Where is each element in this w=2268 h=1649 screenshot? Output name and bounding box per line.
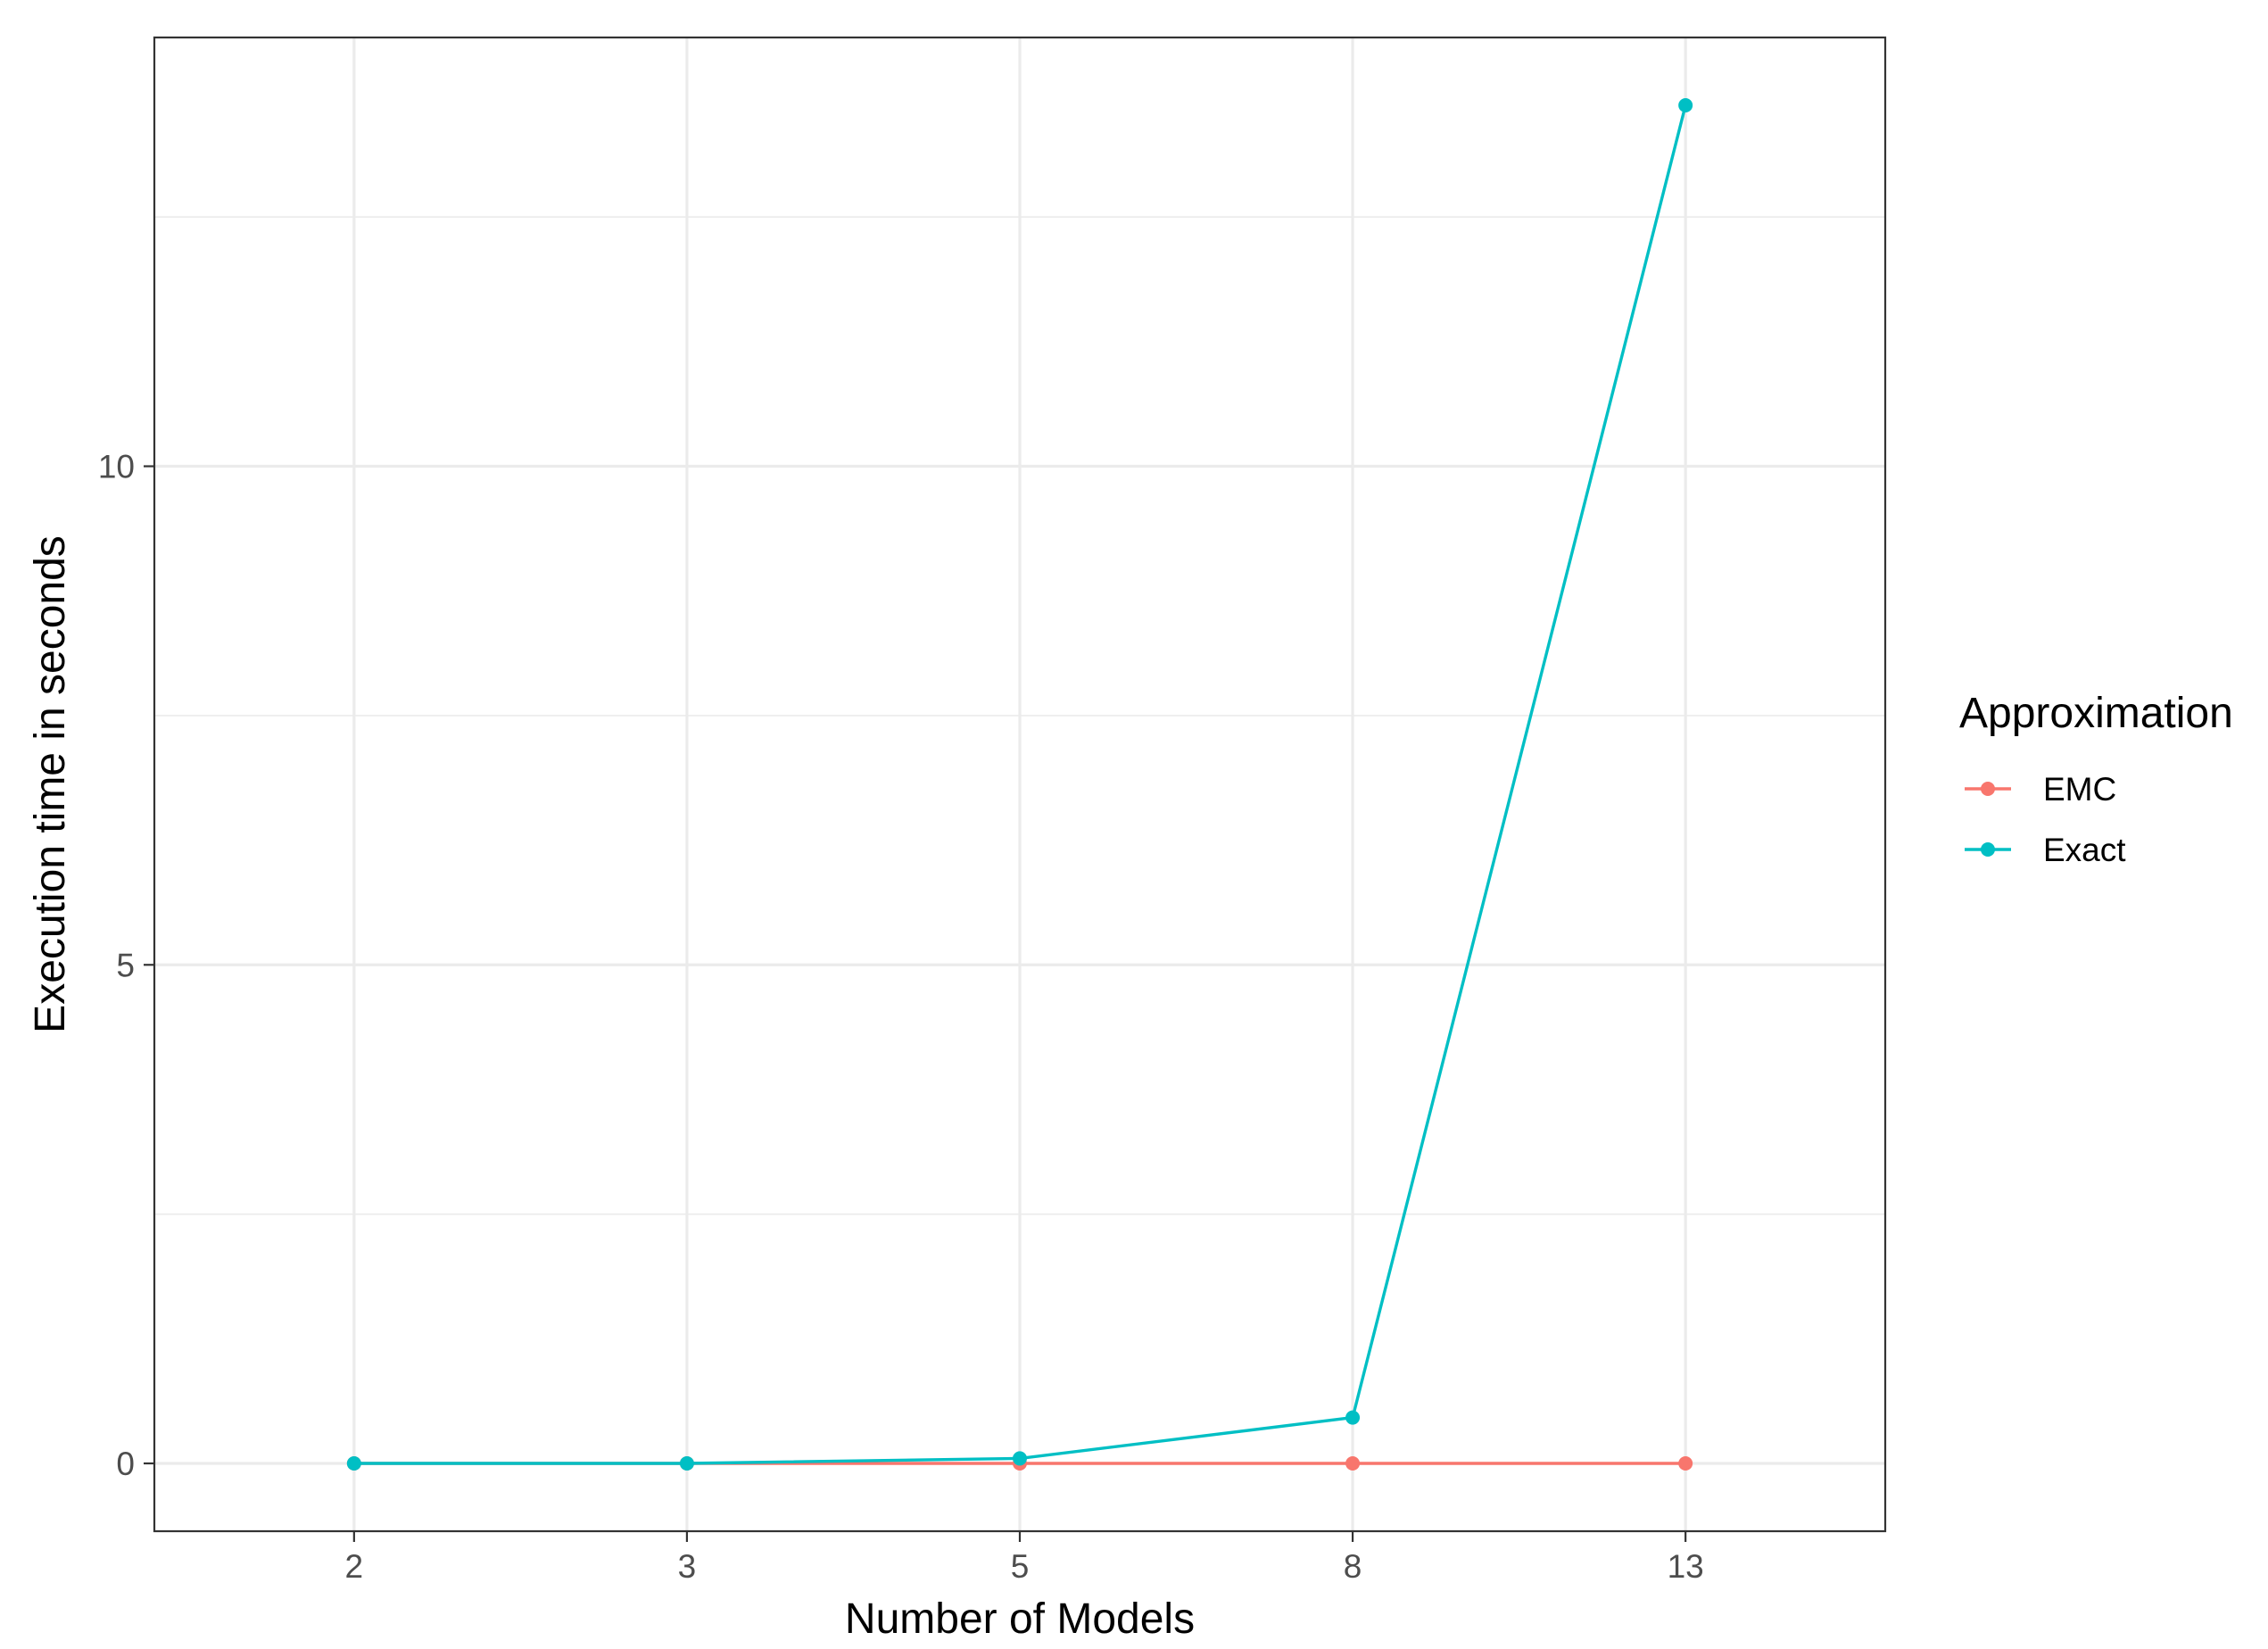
data-point-exact	[346, 1456, 361, 1471]
series-layer	[346, 97, 1693, 1471]
data-point-exact	[1345, 1410, 1361, 1425]
x-tick-labels: 2 3 5 8 13	[345, 1548, 1704, 1585]
legend-label-emc: EMC	[2043, 771, 2116, 808]
data-point-exact	[679, 1456, 694, 1471]
legend-label-exact: Exact	[2043, 832, 2126, 868]
x-tick-label: 5	[1011, 1548, 1030, 1585]
legend-key-point-exact	[1981, 842, 1995, 857]
data-point-emc	[1678, 1456, 1693, 1471]
axis-ticks	[144, 465, 1687, 1542]
x-tick-label: 2	[345, 1548, 364, 1585]
data-point-emc	[1345, 1456, 1361, 1471]
x-tick-label: 8	[1344, 1548, 1362, 1585]
y-tick-label: 5	[116, 947, 135, 983]
data-point-exact	[1013, 1451, 1027, 1466]
x-tick-label: 3	[678, 1548, 697, 1585]
y-tick-label: 10	[98, 449, 135, 485]
legend: Approximation EMC Exact	[1959, 690, 2233, 868]
y-axis-title: Execution time in seconds	[27, 535, 74, 1033]
legend-key-point-emc	[1981, 782, 1995, 796]
y-tick-labels: 0 5 10	[98, 449, 135, 1482]
x-tick-label: 13	[1668, 1548, 1704, 1585]
legend-title: Approximation	[1959, 690, 2233, 737]
data-point-exact	[1678, 97, 1693, 112]
x-axis-title: Number of Models	[845, 1595, 1195, 1643]
y-tick-label: 0	[116, 1446, 135, 1482]
